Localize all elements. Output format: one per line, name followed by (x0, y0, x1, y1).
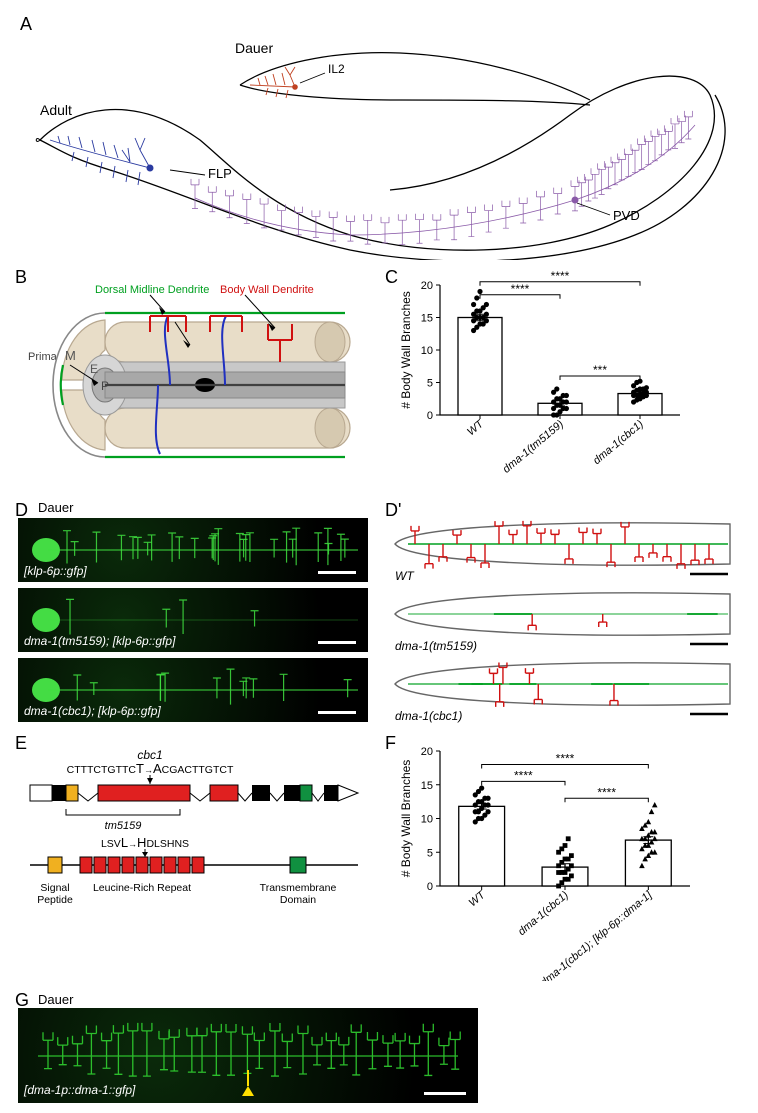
panel-e: E cbc1 CTTTCTGTTCT→ACGACTTGTCT (10, 731, 380, 986)
row-bc: B Dorsal Midline Dendrite Body Wall Dend… (10, 265, 748, 500)
panel-c-label: C (385, 267, 398, 287)
il2-dendrites (250, 67, 295, 98)
micrograph-0: [klp-6p::gfp] (18, 518, 368, 582)
svg-text:5: 5 (427, 847, 433, 859)
svg-text:dma-1(tm5159): dma-1(tm5159) (395, 639, 477, 653)
dorsal-label: Dorsal Midline Dendrite (95, 284, 209, 296)
micrograph-1: dma-1(tm5159); [klp-6p::gfp] (18, 588, 368, 652)
pvd-soma (572, 197, 579, 204)
scalebar (424, 1092, 466, 1095)
panel-b-label: B (15, 267, 27, 287)
panel-g: G Dauer [dma-1p::dma-1::gfp] (10, 990, 490, 1103)
svg-text:# Body Wall Branches: # Body Wall Branches (399, 760, 413, 878)
panel-f: F 0 5 10 15 20 # Body Wall Branches WT dma-1(cb… (380, 731, 748, 986)
adult-worm: FLP PVD Adult (36, 76, 725, 260)
panel-a: A FLP PVD Adult Dauer (10, 10, 748, 265)
svg-text:Transmembrane: Transmembrane (260, 882, 337, 894)
panel-d-prime: D' WT dma-1(tm5159) dma-1(cbc1) (380, 500, 748, 731)
micrograph-caption: dma-1(tm5159); [klp-6p::gfp] (24, 634, 175, 648)
panel-e-label: E (15, 733, 27, 753)
svg-text:0: 0 (427, 881, 433, 893)
svg-text:Signal: Signal (40, 882, 69, 894)
svg-text:dma-1(cbc1): dma-1(cbc1) (395, 709, 462, 723)
svg-text:dma-1(cbc1): dma-1(cbc1) (591, 418, 646, 467)
arrow-marker (242, 1086, 254, 1096)
svg-text:***: *** (593, 363, 607, 377)
svg-text:dma-1(cbc1): dma-1(cbc1) (516, 889, 571, 938)
svg-text:Peptide: Peptide (37, 894, 73, 906)
micrograph-2: dma-1(cbc1); [klp-6p::gfp] (18, 658, 368, 722)
svg-text:cbc1: cbc1 (137, 748, 162, 762)
svg-text:****: **** (514, 768, 533, 782)
micrograph-caption: [klp-6p::gfp] (24, 564, 87, 578)
svg-text:0: 0 (427, 410, 433, 422)
svg-text:# Body Wall Branches: # Body Wall Branches (399, 291, 413, 409)
panel-g-image: [dma-1p::dma-1::gfp] (18, 1008, 478, 1103)
panel-f-label: F (385, 733, 396, 753)
il2-label: IL2 (328, 62, 345, 76)
dauer-worm: Dauer IL2 (235, 40, 590, 105)
flp-label: FLP (208, 166, 232, 181)
svg-text:****: **** (597, 785, 616, 799)
svg-text:10: 10 (421, 814, 433, 826)
panel-b: B Dorsal Midline Dendrite Body Wall Dend… (10, 265, 380, 500)
panel-a-svg: A FLP PVD Adult Dauer (10, 10, 748, 260)
protein-text: LSVL→HDLSHNS (101, 835, 189, 850)
svg-text:Domain: Domain (280, 894, 316, 906)
svg-text:Leucine-Rich Repeat: Leucine-Rich Repeat (93, 882, 191, 894)
panel-a-label: A (20, 14, 32, 34)
micrograph-caption: dma-1(cbc1); [klp-6p::gfp] (24, 704, 161, 718)
panel-dprime-label: D' (385, 500, 401, 520)
svg-text:E: E (90, 362, 98, 376)
seq-text: CTTTCTGTTCT→ACGACTTGTCT (67, 761, 234, 776)
dauer-label: Dauer (235, 40, 273, 56)
bodywall-label: Body Wall Dendrite (220, 284, 314, 296)
svg-text:****: **** (511, 282, 530, 296)
panel-d-stage: Dauer (38, 500, 73, 515)
svg-text:M: M (65, 348, 76, 363)
svg-text:20: 20 (421, 746, 433, 758)
adult-label: Adult (40, 102, 72, 118)
svg-text:15: 15 (421, 313, 433, 325)
svg-text:10: 10 (421, 345, 433, 357)
svg-text:tm5159: tm5159 (105, 820, 142, 832)
svg-text:WT: WT (395, 569, 415, 583)
row-d: D Dauer [klp-6p::gfp]dma-1(tm5159); [klp… (10, 500, 748, 731)
svg-text:****: **** (551, 269, 570, 283)
pvd-dendrites (191, 111, 695, 245)
svg-text:20: 20 (421, 280, 433, 292)
flp-soma (147, 165, 154, 172)
panel-c: C 0 5 10 15 20 # Body Wall Branches WT dma-1(tm… (380, 265, 748, 500)
row-ef: E cbc1 CTTTCTGTTCT→ACGACTTGTCT (10, 731, 748, 986)
panel-d: D Dauer [klp-6p::gfp]dma-1(tm5159); [klp… (10, 500, 380, 731)
pvd-label: PVD (613, 208, 640, 223)
svg-text:WT: WT (465, 417, 487, 438)
svg-text:****: **** (556, 752, 575, 766)
svg-text:5: 5 (427, 378, 433, 390)
svg-text:WT: WT (467, 888, 489, 909)
svg-text:dma-1(tm5159): dma-1(tm5159) (501, 418, 567, 476)
svg-text:15: 15 (421, 780, 433, 792)
figure-root: A FLP PVD Adult Dauer (10, 10, 748, 1103)
